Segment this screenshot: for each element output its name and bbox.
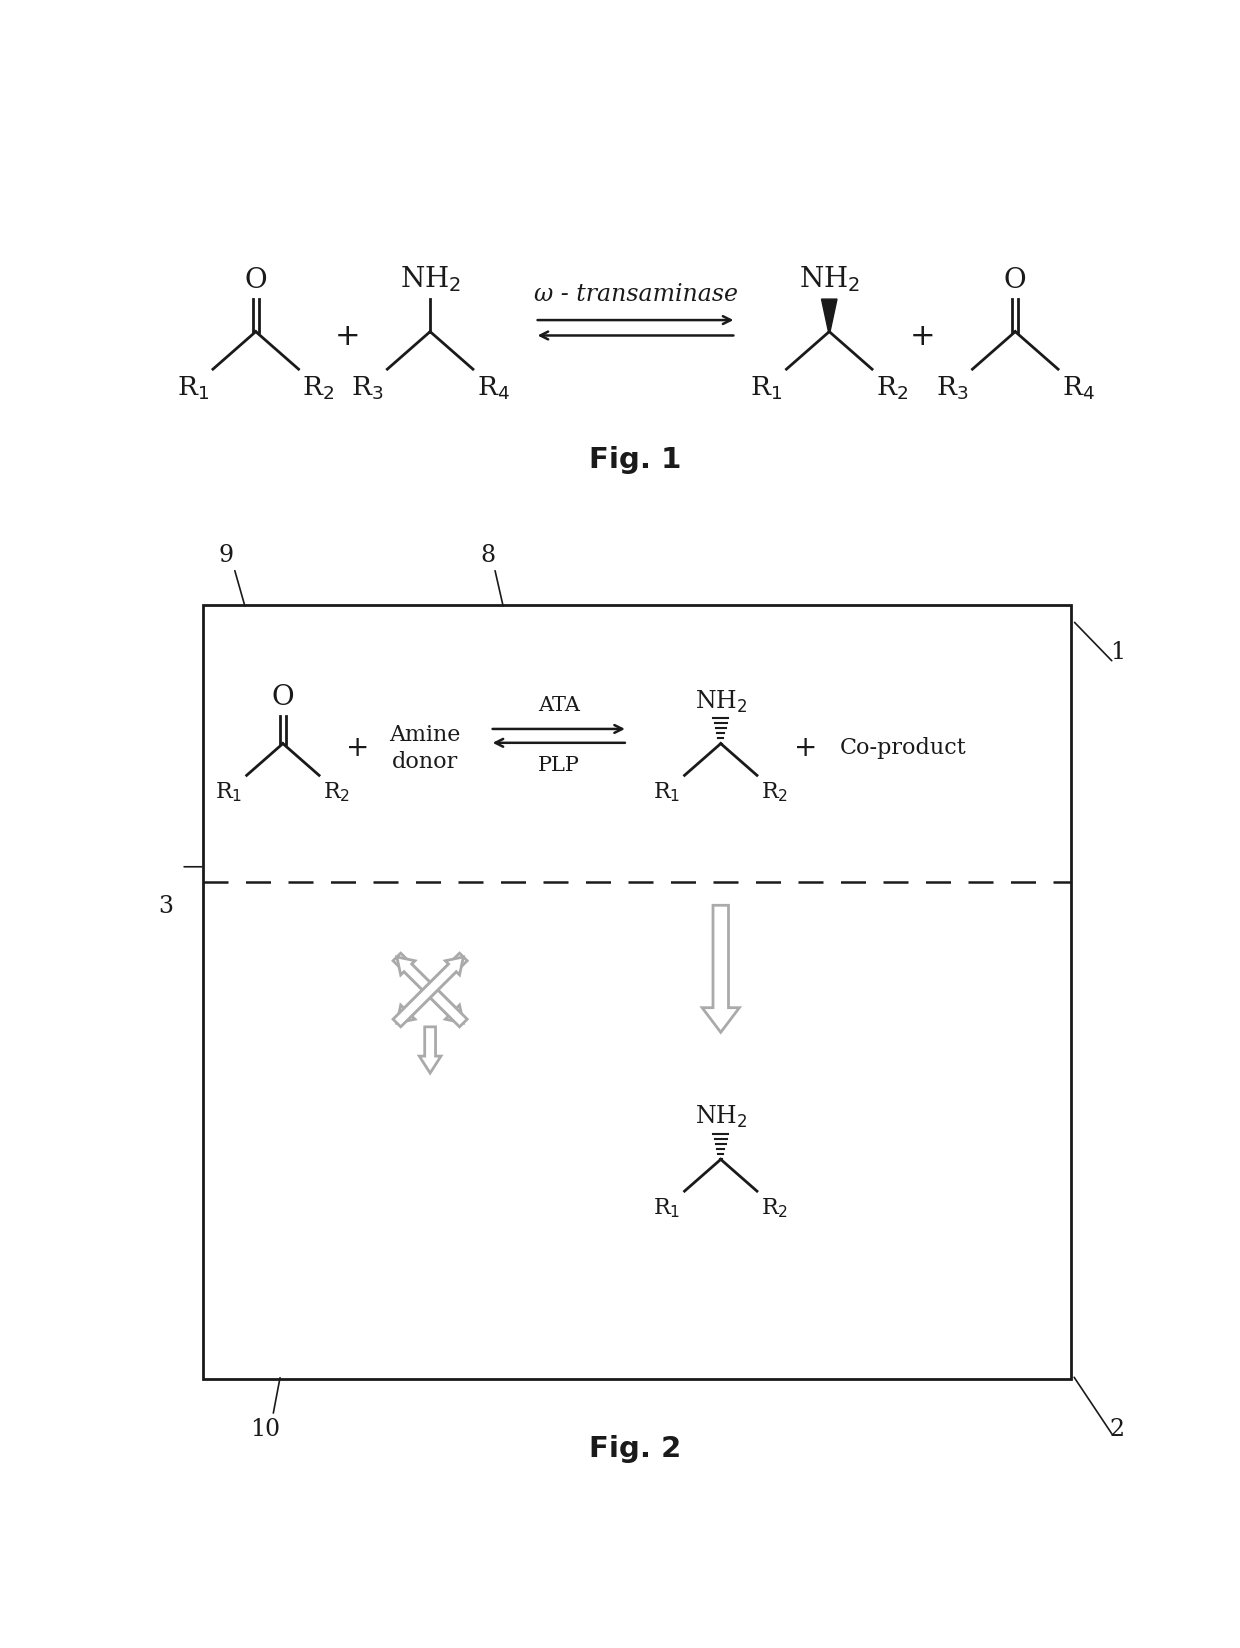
Text: Co-product: Co-product <box>839 737 966 760</box>
Text: R$_2$: R$_2$ <box>322 780 350 803</box>
Text: PLP: PLP <box>538 756 580 775</box>
Text: 2: 2 <box>1110 1417 1125 1440</box>
Text: +: + <box>335 321 360 351</box>
Text: ω - transaminase: ω - transaminase <box>533 282 738 305</box>
Text: R$_2$: R$_2$ <box>761 1195 789 1220</box>
Text: Fig. 2: Fig. 2 <box>589 1434 682 1462</box>
Text: O: O <box>272 684 294 710</box>
Text: R$_4$: R$_4$ <box>1061 374 1095 400</box>
Text: R$_3$: R$_3$ <box>936 374 968 400</box>
Text: NH$_2$: NH$_2$ <box>399 264 461 293</box>
Polygon shape <box>821 300 837 333</box>
Text: R$_1$: R$_1$ <box>216 780 243 803</box>
Polygon shape <box>393 957 464 1027</box>
Text: +: + <box>346 733 370 761</box>
Text: R$_2$: R$_2$ <box>303 374 335 400</box>
Text: R$_3$: R$_3$ <box>351 374 383 400</box>
Text: Fig. 1: Fig. 1 <box>589 445 682 473</box>
Text: 8: 8 <box>481 544 496 567</box>
Polygon shape <box>397 957 467 1027</box>
Text: NH$_2$: NH$_2$ <box>694 687 746 714</box>
Polygon shape <box>397 954 467 1023</box>
Text: NH$_2$: NH$_2$ <box>799 264 859 293</box>
Polygon shape <box>702 906 739 1033</box>
Text: ATA: ATA <box>538 695 580 715</box>
Polygon shape <box>419 1027 441 1073</box>
Text: R$_4$: R$_4$ <box>477 374 510 400</box>
Bar <box>203 605 1071 1379</box>
Text: Amine
donor: Amine donor <box>389 723 460 773</box>
Text: +: + <box>909 321 935 351</box>
Text: 9: 9 <box>218 544 234 567</box>
Text: 10: 10 <box>250 1417 280 1440</box>
Text: NH$_2$: NH$_2$ <box>694 1104 746 1129</box>
Text: R$_1$: R$_1$ <box>653 780 681 803</box>
Text: R$_2$: R$_2$ <box>761 780 789 803</box>
Text: 3: 3 <box>159 895 174 918</box>
Text: R$_1$: R$_1$ <box>750 374 782 400</box>
Text: R$_1$: R$_1$ <box>177 374 210 400</box>
Polygon shape <box>393 954 464 1023</box>
Text: 1: 1 <box>1110 641 1125 662</box>
Text: R$_1$: R$_1$ <box>653 1195 681 1220</box>
Text: R$_2$: R$_2$ <box>875 374 908 400</box>
Text: O: O <box>1004 267 1027 293</box>
Text: O: O <box>244 267 267 293</box>
Text: +: + <box>795 733 817 761</box>
